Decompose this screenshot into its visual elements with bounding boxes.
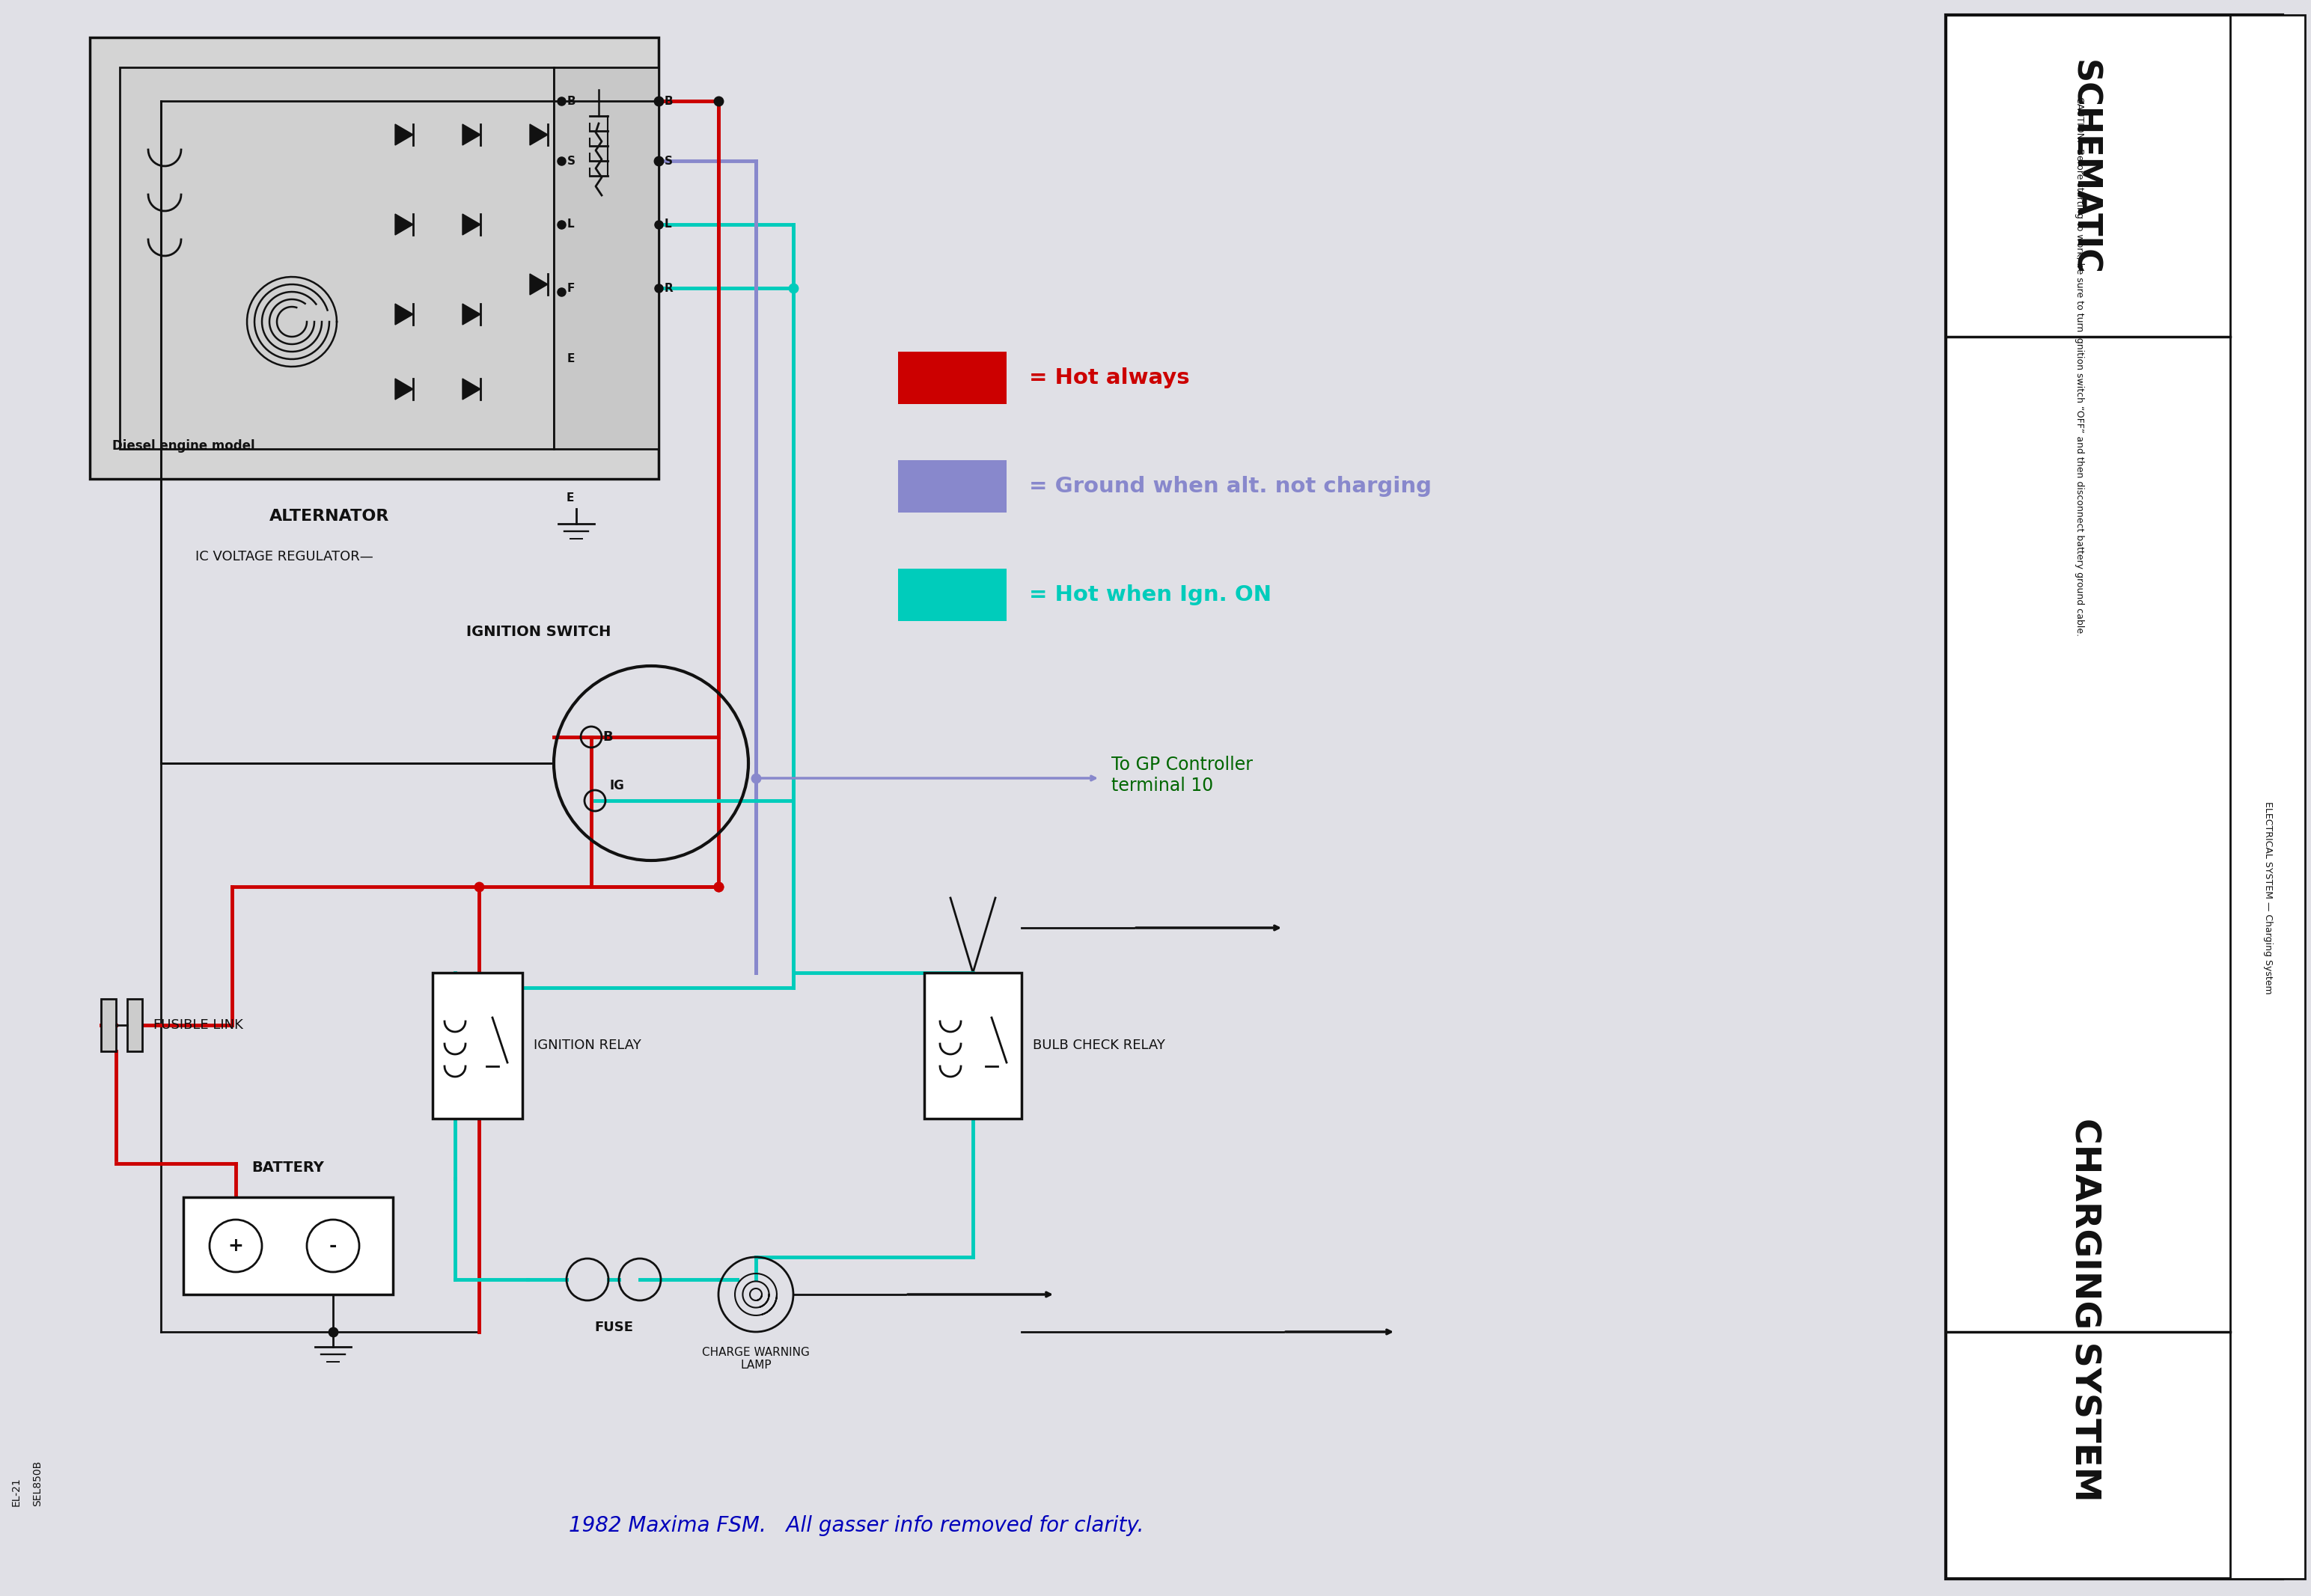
Polygon shape (462, 214, 481, 235)
Text: CAUTION:  Before starting to work, be sure to turn ignition switch “OFF” and the: CAUTION: Before starting to work, be sur… (2075, 97, 2085, 637)
Bar (899, 568, 1008, 621)
Bar (1946, 14, 2283, 1578)
Text: IGNITION SWITCH: IGNITION SWITCH (467, 626, 610, 640)
Bar (899, 351, 1008, 404)
Bar (555, 67, 659, 448)
Text: E: E (566, 492, 575, 503)
Polygon shape (395, 303, 414, 324)
Text: ALTERNATOR: ALTERNATOR (270, 509, 388, 523)
Text: E: E (566, 354, 575, 365)
Text: +: + (229, 1237, 243, 1254)
Text: L: L (666, 219, 673, 230)
Text: B: B (603, 731, 612, 744)
Bar (2230, 14, 2304, 1578)
Bar (924, 972, 1021, 1119)
Bar (899, 460, 1008, 512)
Polygon shape (395, 378, 414, 399)
Text: FUSE: FUSE (594, 1320, 633, 1334)
Text: BATTERY: BATTERY (252, 1160, 324, 1175)
Text: EL-21: EL-21 (12, 1478, 21, 1507)
Text: F: F (566, 282, 575, 294)
Text: = Hot always: = Hot always (1028, 367, 1190, 388)
Text: R: R (666, 282, 673, 294)
Polygon shape (462, 378, 481, 399)
Text: B: B (666, 96, 673, 107)
Bar (90, 37, 659, 479)
Text: CHARGE WARNING
LAMP: CHARGE WARNING LAMP (703, 1347, 809, 1371)
Bar (120, 67, 555, 448)
Polygon shape (395, 124, 414, 145)
Polygon shape (529, 124, 548, 145)
Text: BULB CHECK RELAY: BULB CHECK RELAY (1033, 1039, 1165, 1052)
Text: SCHEMATIC: SCHEMATIC (2068, 61, 2101, 275)
Text: S: S (666, 155, 673, 166)
Text: SEL850B: SEL850B (32, 1460, 42, 1507)
Text: ELECTRICAL SYSTEM — Charging System: ELECTRICAL SYSTEM — Charging System (2262, 801, 2272, 994)
Bar (102, 999, 116, 1052)
Text: S: S (566, 155, 575, 166)
Text: To GP Controller
terminal 10: To GP Controller terminal 10 (1112, 757, 1253, 795)
Text: IC VOLTAGE REGULATOR—: IC VOLTAGE REGULATOR— (196, 551, 374, 563)
Text: L: L (566, 219, 575, 230)
Text: Diesel engine model: Diesel engine model (113, 439, 254, 453)
Text: 1982 Maxima FSM.   All gasser info removed for clarity.: 1982 Maxima FSM. All gasser info removed… (569, 1515, 1144, 1535)
Polygon shape (395, 214, 414, 235)
Text: -: - (328, 1237, 337, 1254)
Text: = Ground when alt. not charging: = Ground when alt. not charging (1028, 476, 1431, 496)
Polygon shape (462, 124, 481, 145)
Bar (127, 999, 143, 1052)
Text: = Hot when Ign. ON: = Hot when Ign. ON (1028, 584, 1271, 605)
Text: FUSIBLE LINK: FUSIBLE LINK (153, 1018, 243, 1033)
Text: B: B (566, 96, 575, 107)
Text: IGNITION RELAY: IGNITION RELAY (534, 1039, 640, 1052)
Bar (183, 1197, 393, 1294)
Text: CHARGING SYSTEM: CHARGING SYSTEM (2068, 1117, 2101, 1502)
Polygon shape (529, 275, 548, 295)
Bar (432, 972, 522, 1119)
Polygon shape (462, 303, 481, 324)
Text: IG: IG (610, 779, 624, 792)
